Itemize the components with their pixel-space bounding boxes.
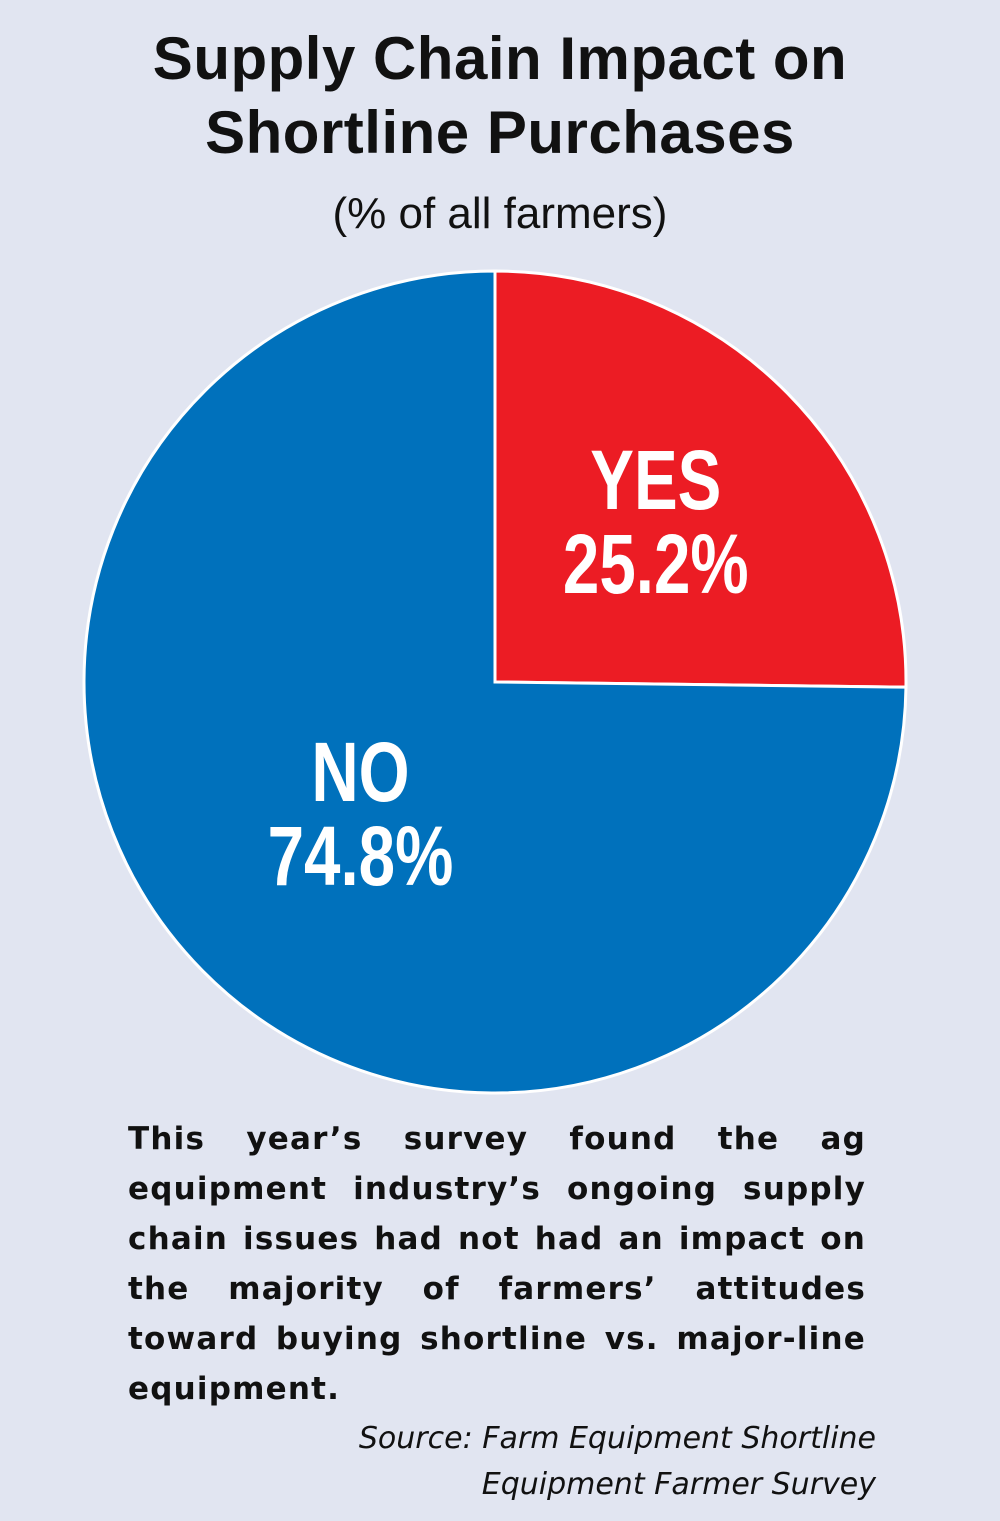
slice-label-no: NO <box>311 725 409 819</box>
chart-caption: This year’s survey found the ag equipmen… <box>128 1121 866 1407</box>
pie-slice-yes <box>493 269 908 689</box>
slice-value-yes: 25.2% <box>563 517 749 611</box>
slice-label-yes: YES <box>590 433 721 527</box>
chart-title-line-2: Shortline Purchases <box>205 99 795 166</box>
chart-subtitle: (% of all farmers) <box>332 189 668 238</box>
pie-slice-no <box>82 269 908 1095</box>
chart-title: Supply Chain Impact on Shortline Purchas… <box>0 22 1000 170</box>
source-line-2: Equipment Farmer Survey <box>481 1467 876 1502</box>
pie-slices <box>82 269 908 1095</box>
chart-title-line-1: Supply Chain Impact on <box>152 25 848 92</box>
slice-value-no: 74.8% <box>268 809 454 903</box>
source-line-1: Source: Farm Equipment Shortline <box>358 1421 876 1456</box>
source-note: Source: Farm Equipment Shortline Equipme… <box>276 1416 876 1508</box>
